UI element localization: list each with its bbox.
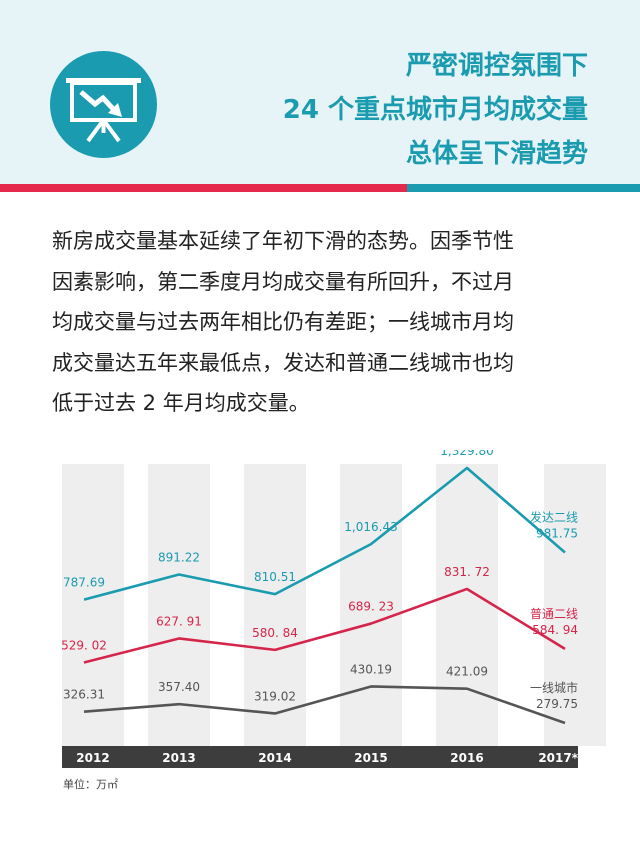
intro-paragraph: 新房成交量基本延续了年初下滑的态势。因季节性 因素影响，第二季度月均成交量有所回…	[52, 221, 600, 424]
x-axis-bar	[62, 746, 578, 768]
data-label: 529. 02	[61, 638, 107, 652]
intro-line: 低于过去 2 年月均成交量。	[52, 391, 310, 415]
data-label: 279.75	[536, 697, 578, 711]
series-line-2	[83, 587, 566, 664]
data-label: 627. 91	[156, 614, 202, 628]
presentation-falling-trend-icon	[50, 51, 157, 158]
column-band	[62, 464, 124, 746]
column-band	[544, 464, 606, 746]
intro-line: 均成交量与过去两年相比仍有差距；一线城市月均	[52, 310, 514, 334]
data-label: 891.22	[158, 551, 200, 565]
title-line-1: 严密调控氛围下	[405, 51, 588, 81]
data-label: 1,016.43	[344, 520, 397, 534]
data-label: 831. 72	[444, 565, 490, 579]
column-band	[340, 464, 402, 746]
column-band	[148, 464, 210, 746]
line-chart: 2012 2013 2014 2015 2016 2017* 787.69 891.22 810…	[0, 444, 640, 790]
data-label: 810.51	[254, 570, 296, 584]
chart-svg: 2012 2013 2014 2015 2016 2017* 787.69 891.22 810…	[61, 444, 606, 768]
data-label: 584. 94	[532, 623, 578, 637]
intro-line: 因素影响，第二季度月均成交量有所回升，不过月	[52, 269, 514, 294]
page-title: 严密调控氛围下 24 个重点城市月均成交量 总体呈下滑趋势	[283, 44, 588, 176]
data-label: 319.02	[254, 689, 296, 703]
data-label: 357.40	[158, 680, 200, 694]
series-name-label: 发达二线	[530, 510, 578, 525]
data-label: 421.09	[446, 665, 488, 679]
divider-red	[0, 184, 407, 192]
series-line-1	[83, 466, 566, 601]
title-line-2: 24 个重点城市月均成交量	[282, 95, 588, 125]
data-label: 787.69	[63, 576, 105, 590]
x-tick-label: 2013	[162, 751, 195, 765]
series-line-3	[83, 685, 566, 725]
column-band	[244, 464, 306, 746]
x-tick-label: 2012	[76, 751, 109, 765]
data-label: 326.31	[63, 688, 105, 702]
series-name-label: 普通二线	[530, 607, 578, 621]
data-label: 1,329.80	[440, 450, 493, 458]
unit-label: 单位：万㎡	[63, 778, 118, 791]
header-banner: 严密调控氛围下 24 个重点城市月均成交量 总体呈下滑趋势	[0, 0, 640, 184]
x-tick-label: 2015	[354, 751, 387, 765]
intro-line: 成交量达五年来最低点，发达和普通二线城市也均	[52, 350, 514, 375]
data-label: 981.75	[536, 527, 578, 541]
title-line-3: 总体呈下滑趋势	[405, 139, 588, 169]
divider-teal	[407, 184, 640, 192]
data-label: 430.19	[350, 662, 392, 676]
column-band	[436, 464, 498, 746]
x-tick-label: 2014	[258, 751, 291, 765]
data-label: 580. 84	[252, 626, 298, 640]
x-tick-label: 2017*	[538, 751, 578, 765]
series-name-label: 一线城市	[530, 680, 578, 695]
x-tick-label: 2016	[450, 751, 483, 765]
intro-line: 新房成交量基本延续了年初下滑的态势。因季节性	[52, 229, 514, 253]
data-label: 689. 23	[348, 600, 394, 614]
